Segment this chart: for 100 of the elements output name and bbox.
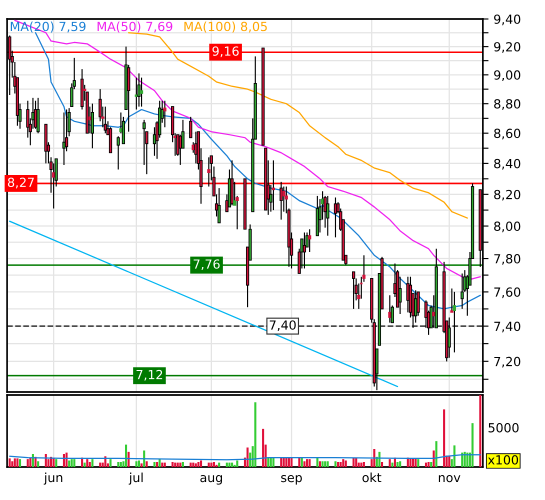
bar xyxy=(262,428,264,467)
bar xyxy=(435,441,438,467)
bar xyxy=(11,461,14,467)
y-tick-label: 8,80 xyxy=(494,99,520,110)
bar xyxy=(308,459,311,467)
bar xyxy=(362,462,365,467)
bar xyxy=(172,462,174,467)
bar xyxy=(409,458,412,467)
bar xyxy=(55,459,58,467)
candlestick xyxy=(134,77,138,110)
bar xyxy=(388,459,391,467)
bar xyxy=(324,461,326,467)
bar xyxy=(26,459,29,467)
bar xyxy=(84,462,86,467)
series-label: MA(100) 8,05 xyxy=(184,22,267,33)
candlestick xyxy=(207,156,210,188)
bar xyxy=(99,462,102,467)
y-tick-label: 8,40 xyxy=(494,158,520,170)
bar xyxy=(182,462,184,467)
candlestick xyxy=(137,72,141,108)
candlestick xyxy=(326,195,330,236)
bar xyxy=(424,462,428,467)
bar xyxy=(417,459,420,467)
bar xyxy=(326,461,329,467)
candlestick xyxy=(388,294,392,324)
bar xyxy=(448,455,450,467)
bar xyxy=(322,461,324,467)
bar xyxy=(373,449,376,467)
candlestick xyxy=(308,228,312,253)
bar xyxy=(174,462,176,467)
candlestick xyxy=(127,64,130,132)
bar xyxy=(156,462,158,467)
candlestick xyxy=(189,116,192,138)
bar xyxy=(73,459,76,467)
candlestick xyxy=(36,97,40,134)
y-tick-label: 9,20 xyxy=(494,42,520,53)
bar xyxy=(190,462,192,467)
bar xyxy=(14,458,16,467)
candlestick xyxy=(460,272,464,310)
bar xyxy=(70,459,73,467)
y-tick-label: 8,60 xyxy=(494,128,520,140)
candlestick xyxy=(140,77,144,108)
y-tick-label: 7,60 xyxy=(494,287,520,298)
bar xyxy=(342,459,344,467)
bar xyxy=(153,462,156,467)
bar xyxy=(391,462,394,467)
bar xyxy=(443,409,446,467)
bar xyxy=(218,462,220,467)
bar xyxy=(16,458,18,467)
bar xyxy=(18,459,22,467)
bar xyxy=(303,461,306,467)
bar xyxy=(68,460,70,467)
bar xyxy=(236,460,238,467)
bar xyxy=(412,458,414,467)
bar xyxy=(120,462,122,467)
bar xyxy=(430,462,432,467)
bar xyxy=(344,460,347,467)
ref-line-label: 7,76 xyxy=(194,259,220,270)
y-tick-label: 9,00 xyxy=(494,70,520,82)
text: 5000 xyxy=(488,423,519,432)
x-tick-label: aug xyxy=(200,475,222,485)
bar xyxy=(158,459,161,467)
bar xyxy=(135,461,138,467)
bar xyxy=(334,461,337,467)
candlestick xyxy=(302,232,306,270)
bar xyxy=(228,462,230,467)
bar xyxy=(306,459,308,467)
bar xyxy=(355,458,358,467)
ref-line-label: 7,12 xyxy=(136,370,162,381)
bar xyxy=(164,462,166,467)
bar xyxy=(210,462,212,467)
bar xyxy=(200,460,202,467)
y-tick-label: 8,20 xyxy=(494,190,520,201)
bar xyxy=(179,462,182,467)
bar xyxy=(360,462,362,467)
candlestick xyxy=(280,181,283,220)
x-tick-label: jul xyxy=(128,472,143,485)
bar xyxy=(161,462,164,467)
bar xyxy=(378,452,380,467)
candlestick xyxy=(218,188,221,224)
bar xyxy=(37,461,40,467)
bar xyxy=(176,462,179,467)
bar xyxy=(212,462,215,467)
bar xyxy=(86,459,88,467)
bar xyxy=(140,463,143,467)
line-series xyxy=(128,32,468,219)
bar xyxy=(464,452,466,467)
x-tick-label: nov xyxy=(438,475,460,482)
bar xyxy=(88,462,91,467)
bar xyxy=(453,445,456,467)
bar xyxy=(254,402,256,467)
bar xyxy=(231,462,234,467)
bar xyxy=(91,459,94,467)
bar xyxy=(380,462,384,467)
bar xyxy=(117,462,120,467)
candlestick xyxy=(352,271,356,310)
bar xyxy=(128,452,130,467)
bar xyxy=(358,462,360,467)
bar xyxy=(208,462,210,467)
bar xyxy=(109,459,112,467)
